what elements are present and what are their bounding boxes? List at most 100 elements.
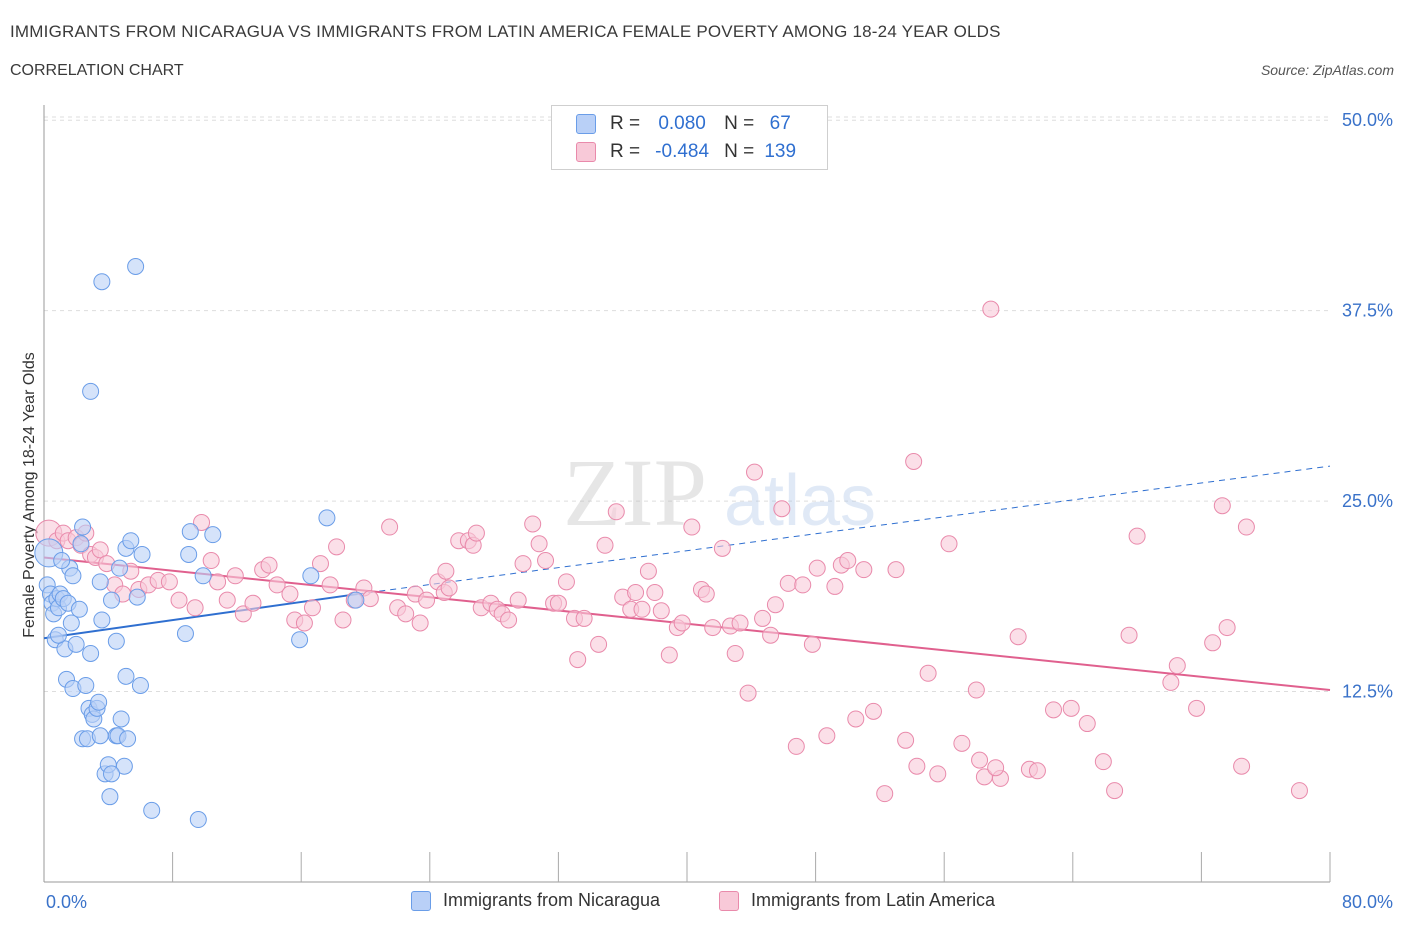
legend-r-label: R = bbox=[610, 113, 641, 134]
stats-legend: R = 0.080 N = 67 R = -0.484 N = 139 bbox=[551, 105, 828, 170]
point-latin-america bbox=[361, 590, 379, 608]
point-latin-america bbox=[268, 576, 286, 594]
point-latin-america bbox=[569, 651, 587, 669]
point-latin-america bbox=[509, 591, 527, 609]
legend-r-value: -0.484 bbox=[655, 141, 710, 162]
bottom-legend-nicaragua: Immigrants from Nicaragua bbox=[411, 890, 660, 911]
point-latin-america bbox=[186, 599, 204, 617]
point-latin-america bbox=[500, 611, 518, 629]
point-latin-america bbox=[779, 574, 797, 592]
legend-r-value: 0.080 bbox=[658, 113, 706, 134]
point-latin-america bbox=[160, 573, 178, 591]
point-nicaragua bbox=[347, 591, 365, 609]
point-nicaragua bbox=[91, 573, 109, 591]
point-latin-america bbox=[773, 500, 791, 518]
point-latin-america bbox=[234, 605, 252, 623]
point-latin-america bbox=[524, 515, 542, 533]
trend-line-nicaragua bbox=[43, 593, 358, 640]
chart-title: IMMIGRANTS FROM NICARAGUA VS IMMIGRANTS … bbox=[10, 22, 1001, 41]
point-latin-america bbox=[967, 681, 985, 699]
point-latin-america bbox=[646, 584, 664, 602]
legend-row-nicaragua: R = 0.080 N = 67 bbox=[576, 112, 806, 136]
point-nicaragua bbox=[119, 730, 137, 748]
point-latin-america bbox=[311, 555, 329, 573]
point-latin-america bbox=[897, 731, 915, 749]
point-nicaragua bbox=[93, 273, 111, 291]
point-nicaragua bbox=[143, 801, 161, 819]
legend-swatch-blue bbox=[576, 114, 596, 134]
axes bbox=[43, 105, 1331, 883]
legend-swatch-pink bbox=[576, 142, 596, 162]
point-nicaragua bbox=[176, 625, 194, 643]
point-latin-america bbox=[1218, 619, 1236, 637]
point-latin-america bbox=[170, 591, 188, 609]
point-nicaragua bbox=[67, 635, 85, 653]
point-latin-america bbox=[607, 503, 625, 521]
point-latin-america bbox=[467, 524, 485, 542]
point-latin-america bbox=[381, 518, 399, 536]
point-latin-america bbox=[590, 635, 608, 653]
point-nicaragua bbox=[82, 382, 100, 400]
point-nicaragua bbox=[64, 567, 82, 585]
point-latin-america bbox=[440, 579, 458, 597]
point-latin-america bbox=[1094, 753, 1112, 771]
legend-n-label: N = bbox=[724, 113, 755, 134]
watermark: ZIP atlas bbox=[563, 439, 876, 546]
point-nicaragua bbox=[82, 644, 100, 662]
point-latin-america bbox=[1162, 673, 1180, 691]
point-nicaragua bbox=[91, 727, 109, 745]
point-nicaragua bbox=[103, 591, 121, 609]
legend-n-value: 139 bbox=[764, 141, 797, 162]
gridlines bbox=[44, 116, 1330, 693]
point-nicaragua bbox=[101, 788, 119, 806]
point-nicaragua bbox=[49, 626, 67, 644]
point-latin-america bbox=[209, 573, 227, 591]
point-latin-america bbox=[731, 614, 749, 632]
point-latin-america bbox=[739, 684, 757, 702]
point-latin-america bbox=[627, 584, 645, 602]
legend-n-value: 67 bbox=[769, 113, 791, 134]
point-nicaragua bbox=[131, 676, 149, 694]
point-latin-america bbox=[754, 609, 772, 627]
point-nicaragua bbox=[111, 559, 129, 577]
point-nicaragua bbox=[291, 631, 309, 649]
point-latin-america bbox=[226, 567, 244, 585]
point-latin-america bbox=[953, 734, 971, 752]
point-latin-america bbox=[437, 562, 455, 580]
point-latin-america bbox=[673, 614, 691, 632]
point-latin-america bbox=[193, 513, 211, 531]
point-latin-america bbox=[1009, 628, 1027, 646]
point-latin-america bbox=[1204, 634, 1222, 652]
point-latin-america bbox=[1062, 699, 1080, 717]
point-latin-america bbox=[762, 626, 780, 644]
x-tick-label: 0.0% bbox=[46, 892, 87, 912]
point-nicaragua bbox=[189, 811, 207, 829]
point-latin-america bbox=[652, 602, 670, 620]
bottom-legend-latin-america: Immigrants from Latin America bbox=[719, 890, 995, 911]
point-latin-america bbox=[940, 535, 958, 553]
point-nicaragua bbox=[103, 765, 121, 783]
point-latin-america bbox=[321, 576, 339, 594]
trend-line-nicaragua-extrapolated bbox=[357, 465, 1331, 595]
point-latin-america bbox=[1045, 701, 1063, 719]
point-latin-america bbox=[281, 585, 299, 603]
legend-swatch-pink bbox=[719, 890, 739, 911]
point-latin-america bbox=[1290, 782, 1308, 800]
point-nicaragua bbox=[181, 523, 199, 541]
point-latin-america bbox=[328, 538, 346, 556]
point-nicaragua bbox=[127, 257, 145, 275]
point-latin-america bbox=[260, 556, 278, 574]
legend-swatch-blue bbox=[411, 890, 431, 911]
point-latin-america bbox=[537, 552, 555, 570]
point-latin-america bbox=[1237, 518, 1255, 536]
y-tick-label: 37.5% bbox=[1342, 301, 1393, 321]
point-latin-america bbox=[683, 518, 701, 536]
point-latin-america bbox=[397, 605, 415, 623]
point-nicaragua bbox=[318, 509, 336, 527]
point-latin-america bbox=[855, 561, 873, 579]
point-latin-america bbox=[905, 453, 923, 471]
point-latin-america bbox=[794, 576, 812, 594]
point-latin-america bbox=[244, 594, 262, 612]
point-latin-america bbox=[971, 751, 989, 769]
point-latin-america bbox=[746, 463, 764, 481]
